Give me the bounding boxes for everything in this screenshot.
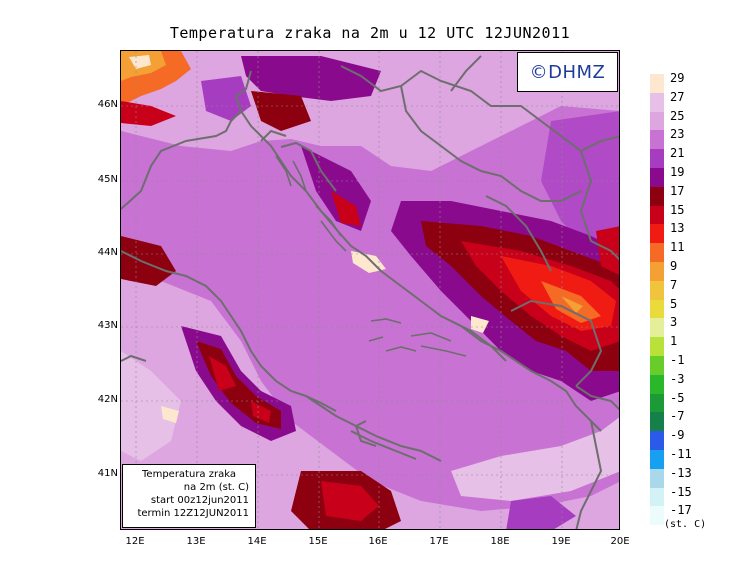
lon-label-18e: 18E bbox=[490, 536, 510, 547]
legend-swatch bbox=[650, 224, 664, 244]
legend-label: 11 bbox=[670, 240, 685, 255]
land-light-areas bbox=[121, 51, 619, 529]
coastlines bbox=[121, 55, 619, 529]
legend-label: 27 bbox=[670, 89, 685, 104]
info-box: Temperatura zraka na 2m (st. C) start 00… bbox=[122, 464, 256, 528]
legend-swatch bbox=[650, 337, 664, 357]
legend-label: 5 bbox=[670, 296, 678, 311]
legend-label: -15 bbox=[670, 484, 692, 499]
legend-swatch bbox=[650, 168, 664, 187]
legend-swatch bbox=[650, 412, 664, 432]
legend-swatch bbox=[650, 262, 664, 281]
lat-label-44n: 44N bbox=[97, 247, 118, 258]
legend-label: 9 bbox=[670, 259, 678, 273]
lat-label-45n: 45N bbox=[97, 174, 118, 185]
legend-label: 29 bbox=[670, 71, 685, 85]
page-title: Temperatura zraka na 2m u 12 UTC 12JUN20… bbox=[169, 24, 571, 42]
map-svg bbox=[121, 51, 619, 529]
temperature-map: ©DHMZ Temperatura zraka na 2m (st. C) st… bbox=[120, 50, 620, 530]
legend-label: 7 bbox=[670, 277, 678, 292]
legend-label: 3 bbox=[670, 315, 678, 330]
legend-label: -17 bbox=[670, 503, 692, 518]
legend-swatch bbox=[650, 374, 664, 394]
lon-label-12e: 12E bbox=[125, 536, 145, 547]
info-line-4: termin 12Z12JUN2011 bbox=[137, 508, 249, 519]
legend-label: -9 bbox=[670, 428, 685, 443]
legend-swatch bbox=[650, 92, 664, 112]
legend-label: -3 bbox=[670, 371, 685, 386]
legend-swatch bbox=[650, 393, 664, 413]
info-line-3: start 00z12jun2011 bbox=[150, 495, 249, 506]
copyright-text: ©DHMZ bbox=[529, 61, 606, 83]
legend-label: 21 bbox=[670, 146, 685, 161]
lon-label-15e: 15E bbox=[308, 536, 328, 547]
legend-label: 13 bbox=[670, 221, 685, 236]
legend-label: 23 bbox=[670, 127, 685, 142]
lon-label-14e: 14E bbox=[247, 536, 267, 547]
grid-lines bbox=[121, 51, 619, 529]
warm-areas-south-italy bbox=[121, 236, 576, 529]
legend-label: -5 bbox=[670, 390, 685, 405]
lat-label-42n: 42N bbox=[97, 394, 118, 405]
legend-label: 15 bbox=[670, 202, 685, 217]
legend-unit: (st. C) bbox=[664, 519, 707, 530]
lat-label-46n: 46N bbox=[97, 99, 118, 110]
lon-label-20e: 20E bbox=[610, 536, 630, 547]
copyright-box: ©DHMZ bbox=[517, 52, 618, 92]
legend-swatch bbox=[650, 468, 664, 488]
info-line-2: na 2m (st. C) bbox=[183, 482, 249, 493]
lat-label-43n: 43N bbox=[97, 320, 118, 331]
legend-label: -11 bbox=[670, 447, 692, 461]
legend-swatch bbox=[650, 205, 664, 225]
legend-label: -1 bbox=[670, 353, 685, 367]
lon-label-13e: 13E bbox=[186, 536, 206, 547]
legend-swatch bbox=[650, 186, 664, 206]
legend-label: 1 bbox=[670, 334, 678, 349]
legend-swatch bbox=[650, 74, 664, 93]
legend-label: 19 bbox=[670, 165, 685, 179]
info-line-1: Temperatura zraka bbox=[142, 469, 236, 480]
legend-swatch bbox=[650, 111, 664, 131]
lon-label-19e: 19E bbox=[551, 536, 571, 547]
lon-label-16e: 16E bbox=[368, 536, 388, 547]
legend-label: -7 bbox=[670, 409, 685, 424]
legend-swatch bbox=[650, 149, 664, 169]
legend-swatch bbox=[650, 450, 664, 469]
legend-swatch bbox=[650, 506, 664, 526]
legend-swatch bbox=[650, 487, 664, 507]
warm-areas-north bbox=[121, 51, 381, 231]
legend-label: 17 bbox=[670, 183, 685, 198]
legend-swatch bbox=[650, 280, 664, 300]
legend-label: -13 bbox=[670, 465, 692, 480]
lon-label-17e: 17E bbox=[429, 536, 449, 547]
legend-swatch bbox=[650, 318, 664, 338]
lat-label-41n: 41N bbox=[97, 468, 118, 479]
legend-label: 25 bbox=[670, 108, 685, 123]
islands bbox=[275, 155, 467, 357]
legend-swatch bbox=[650, 356, 664, 375]
legend-swatch bbox=[650, 130, 664, 150]
legend-swatch bbox=[650, 431, 664, 451]
legend-swatch bbox=[650, 243, 664, 263]
legend-swatch bbox=[650, 299, 664, 319]
